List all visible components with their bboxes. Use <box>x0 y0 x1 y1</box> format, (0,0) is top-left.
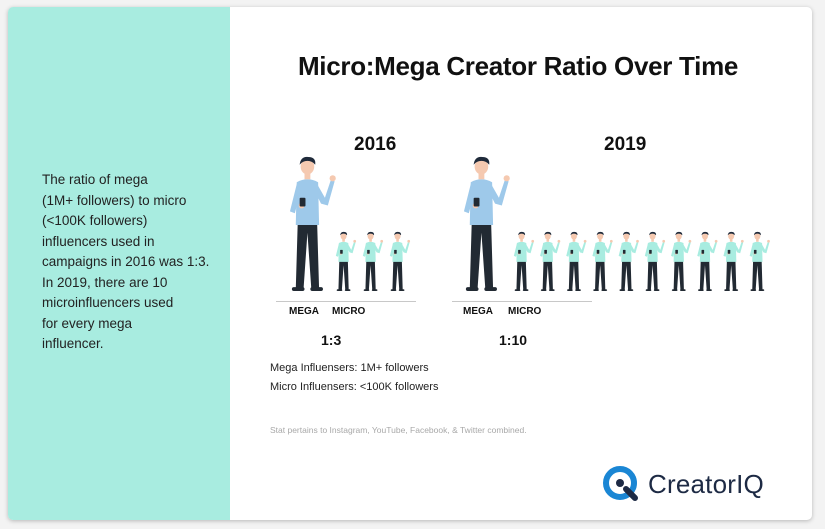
sidebar: The ratio of mega (1M+ followers) to mic… <box>8 7 230 520</box>
mega-definition: Mega Influensers: 1M+ followers <box>270 362 429 374</box>
year-label-2016: 2016 <box>354 134 397 155</box>
micro-definition: Micro Influensers: <100K followers <box>270 381 439 393</box>
micro-figure-2019-7 <box>671 231 692 291</box>
ratio-label-2019: 1:10 <box>499 332 528 348</box>
micro-figure-2016-3 <box>389 231 411 291</box>
micro-label-2016: MICRO <box>332 306 366 317</box>
infographic-card: The ratio of mega (1M+ followers) to mic… <box>8 7 812 520</box>
chart-title: Micro:Mega Creator Ratio Over Time <box>297 51 739 81</box>
sidebar-description: The ratio of mega (1M+ followers) to mic… <box>42 172 210 351</box>
micro-figure-2019-1 <box>513 231 535 291</box>
micro-figure-2016-2 <box>362 231 384 291</box>
baseline-2019 <box>452 301 592 302</box>
creatoriq-logo: CreatorIQ <box>602 463 764 505</box>
mega-figure-2019 <box>463 156 510 291</box>
footnote: Stat pertains to Instagram, YouTube, Fac… <box>270 425 527 435</box>
micro-figure-2019-3 <box>566 231 587 291</box>
micro-figure-2019-9 <box>723 231 744 291</box>
micro-figure-2019-6 <box>644 231 666 291</box>
mega-figure-2016 <box>289 156 336 291</box>
mega-label-2019: MEGA <box>463 306 493 317</box>
micro-figure-2016-1 <box>335 231 357 291</box>
micro-figure-2019-2 <box>540 231 561 291</box>
logo-text: CreatorIQ <box>648 468 764 499</box>
ratio-label-2016: 1:3 <box>321 332 342 348</box>
creatoriq-logo-icon <box>603 466 638 501</box>
micro-figure-2019-8 <box>697 231 718 291</box>
micro-figure-2019-10 <box>749 231 770 291</box>
micro-figure-2019-5 <box>618 231 639 291</box>
baseline-2016 <box>276 301 416 302</box>
pictograph-figures <box>289 156 770 291</box>
mega-label-2016: MEGA <box>289 306 319 317</box>
micro-label-2019: MICRO <box>508 306 542 317</box>
micro-figure-2019-4 <box>592 231 613 291</box>
year-label-2019: 2019 <box>604 134 647 155</box>
